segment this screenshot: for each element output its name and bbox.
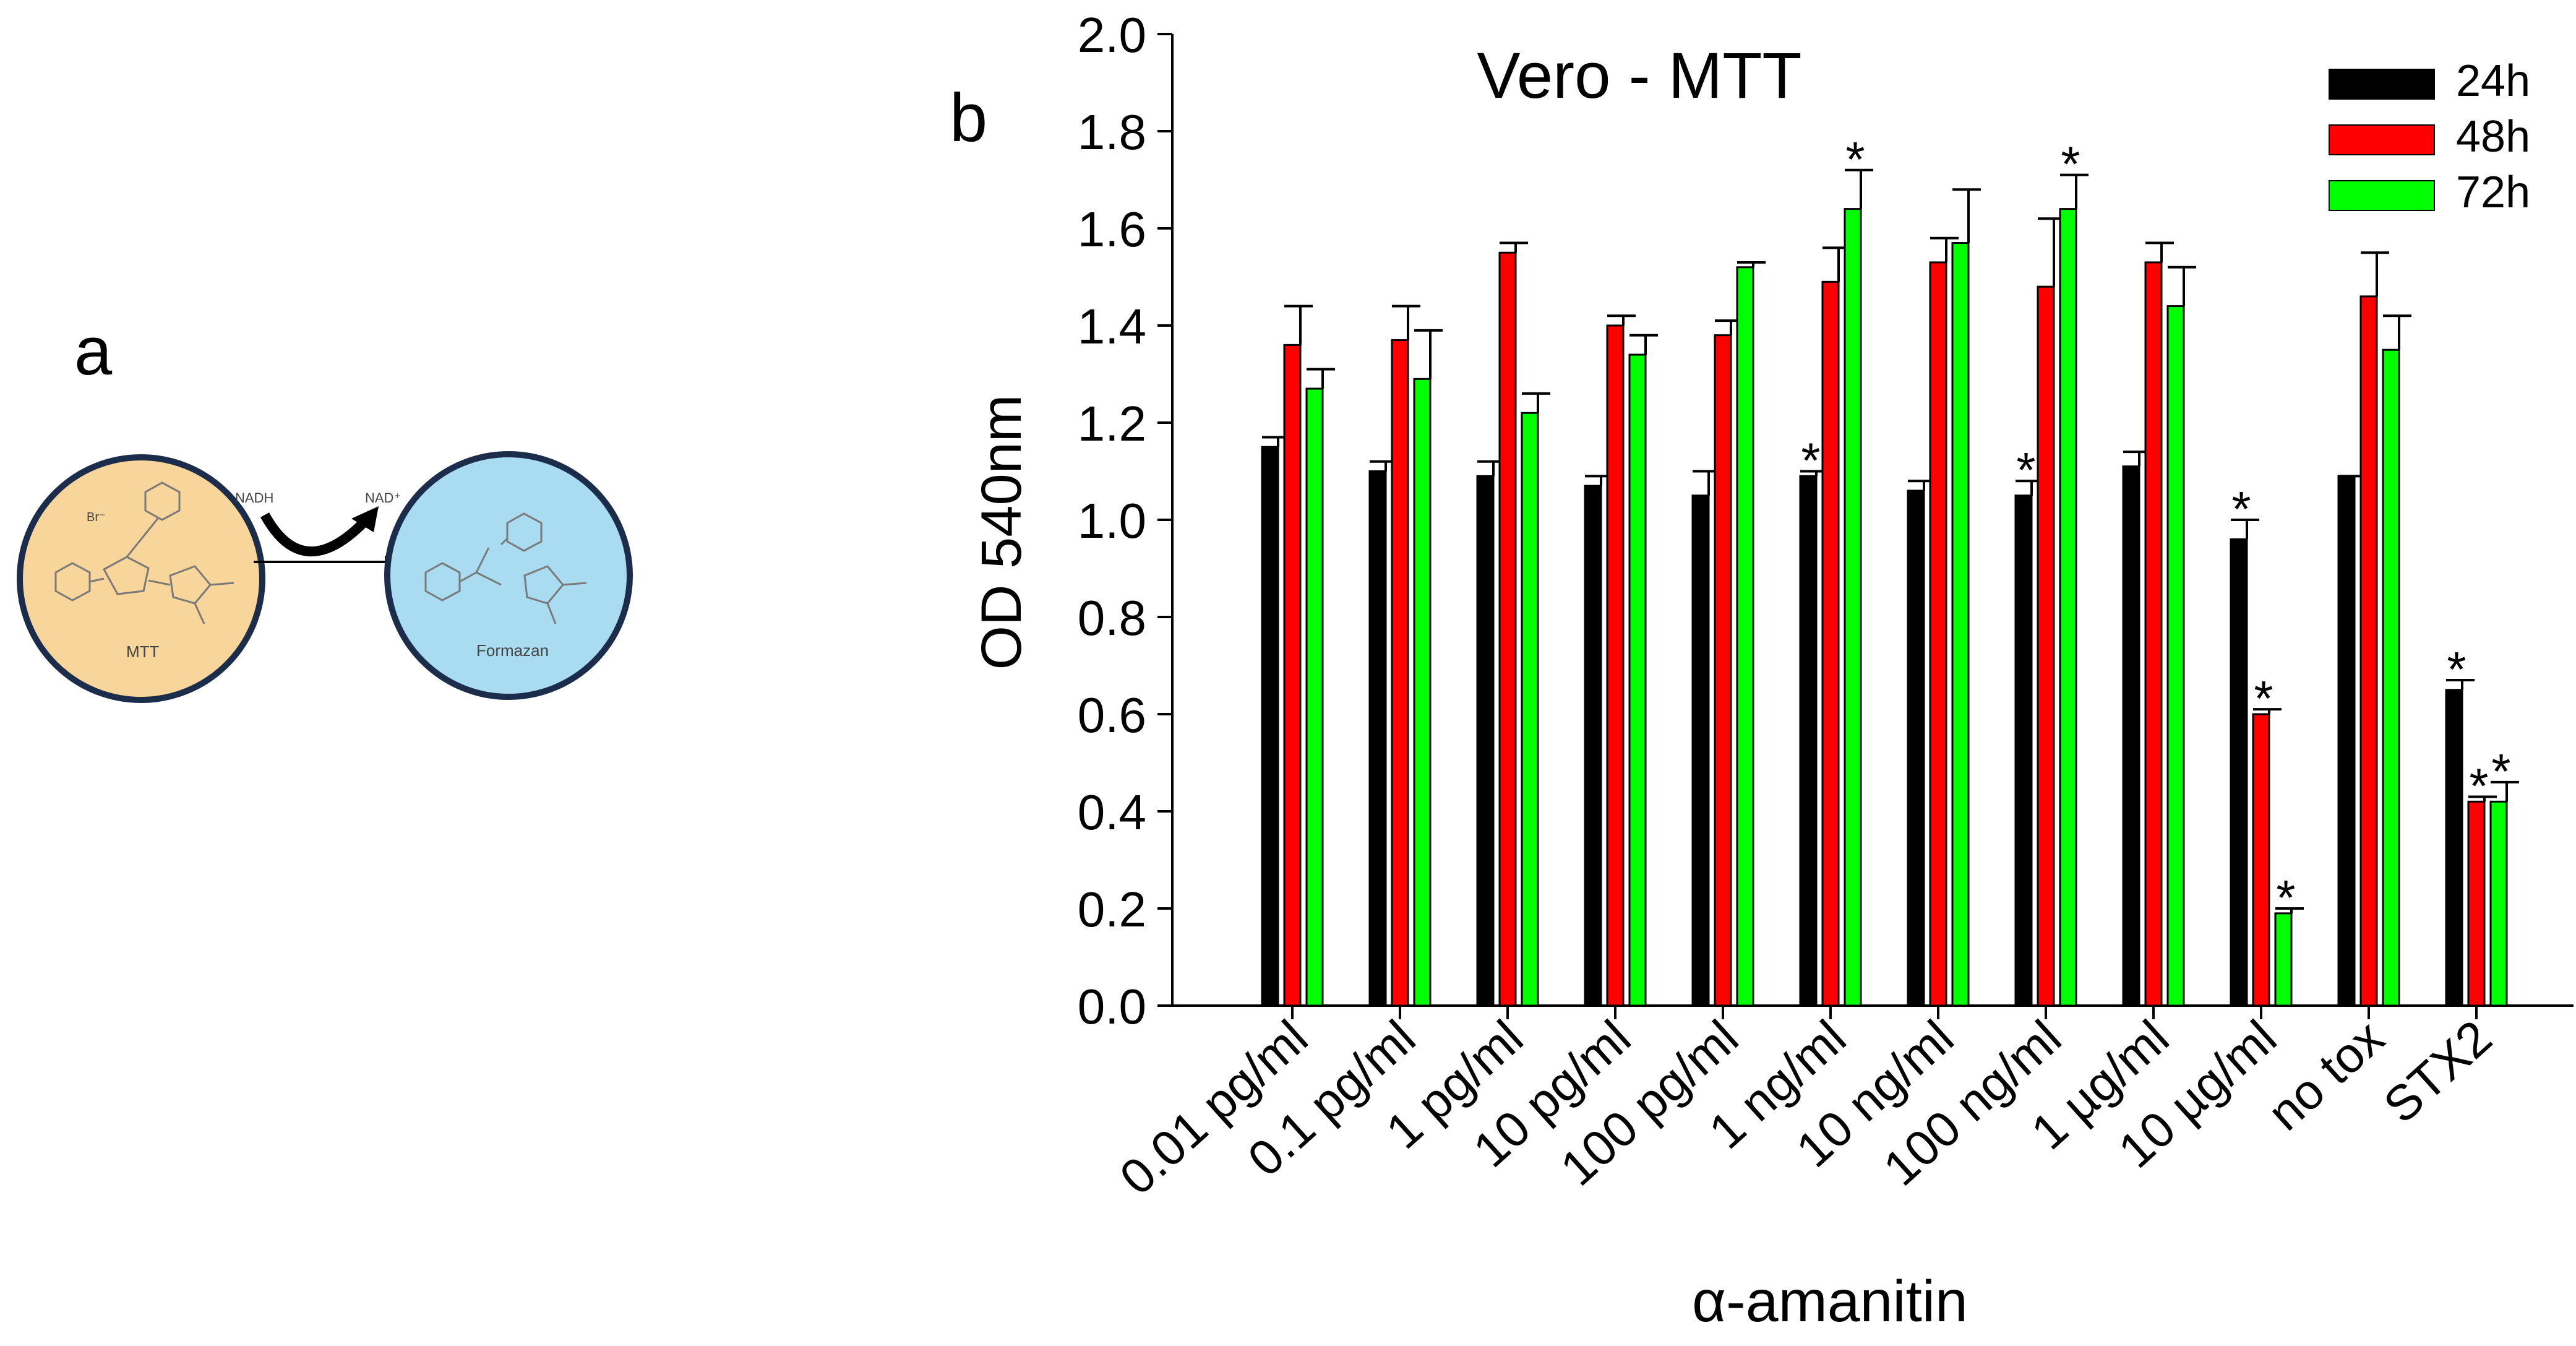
- bar: [1736, 266, 1754, 1007]
- legend-label: 48h: [2456, 112, 2530, 162]
- mtt-label: MTT: [126, 642, 160, 661]
- y-tick-label: 0.6: [1078, 688, 1146, 743]
- bar: [2014, 494, 2033, 1007]
- bar: [2489, 800, 2508, 1007]
- significance-marker: *: [2276, 870, 2295, 925]
- bar: [1283, 343, 1302, 1007]
- mtt-circle: [17, 454, 265, 703]
- bar: [1799, 475, 1818, 1007]
- bar: [2059, 208, 2077, 1007]
- bar: [1305, 387, 1324, 1007]
- y-tick-label: 1.0: [1078, 493, 1146, 548]
- y-tick-label: 1.4: [1078, 299, 1146, 354]
- significance-marker: *: [2254, 671, 2273, 726]
- panel-a-label: a: [74, 313, 113, 389]
- counter-ion: Br⁻: [87, 511, 106, 524]
- y-tick-label: 2.0: [1078, 7, 1146, 63]
- bar: [1261, 446, 1279, 1007]
- legend-label: 24h: [2456, 56, 2530, 106]
- significance-marker: *: [2447, 642, 2466, 697]
- bar: [1476, 475, 1495, 1007]
- x-tick-label: no tox: [2257, 1009, 2395, 1141]
- bar: [1951, 242, 1970, 1007]
- legend: 24h 48h 72h: [2329, 56, 2530, 217]
- cofactor-arrow: [260, 512, 369, 556]
- cofactor-arrowhead: [351, 506, 379, 532]
- y-tick-label: 1.6: [1078, 202, 1146, 257]
- bar: [1413, 377, 1432, 1007]
- bar: [2467, 800, 2486, 1007]
- x-axis-label: α-amanitin: [1692, 1269, 1968, 1334]
- bar: [1628, 353, 1647, 1007]
- bar: [1391, 339, 1409, 1007]
- bar: [1498, 251, 1517, 1007]
- bar: [2445, 689, 2463, 1007]
- bar: [1691, 494, 1710, 1007]
- bar: [2252, 713, 2270, 1007]
- nadh-label: NADH: [235, 490, 273, 506]
- bar: [2166, 305, 2185, 1007]
- significance-marker: *: [2061, 137, 2080, 192]
- legend-swatch: [2329, 180, 2435, 211]
- mtt-structure: [54, 481, 234, 624]
- mtt-reaction-scheme: a Br⁻ MTT NADH NAD⁺ Formazan: [17, 313, 633, 703]
- bar: [1606, 324, 1625, 1007]
- bar: [1821, 280, 1840, 1007]
- bar: [2230, 538, 2248, 1007]
- bar: [2337, 475, 2356, 1007]
- legend-swatch: [2329, 124, 2435, 155]
- y-tick-label: 0.0: [1078, 979, 1146, 1034]
- bar: [1584, 485, 1602, 1007]
- legend-label: 72h: [2456, 168, 2530, 217]
- bar: [1929, 261, 1947, 1007]
- y-axis-label: OD 540nm: [970, 395, 1033, 670]
- y-tick-label: 0.4: [1078, 785, 1146, 840]
- significance-marker: *: [2231, 481, 2251, 537]
- significance-marker: *: [2469, 758, 2488, 813]
- bars: ********* *: [1261, 132, 2519, 1007]
- bar: [1368, 470, 1387, 1007]
- legend-swatch: [2329, 69, 2435, 100]
- chart-title: Vero - MTT: [1477, 40, 1801, 112]
- y-tick-label: 1.8: [1078, 105, 1146, 160]
- y-axis: 0.0 0.2 0.4 0.6 0.8 1.0 1.2 1.4 1.6 1.8 2.0: [1078, 7, 1174, 1034]
- panel-b-label: b: [950, 80, 987, 156]
- formazan-structure: [424, 512, 587, 624]
- bar: [2274, 912, 2293, 1007]
- significance-marker: *: [2491, 744, 2510, 799]
- bar: [1714, 334, 1732, 1007]
- bar: [1907, 490, 1925, 1007]
- x-tick-label: STX2: [2373, 1009, 2502, 1133]
- y-tick-label: 0.2: [1078, 882, 1146, 937]
- formazan-label: Formazan: [476, 641, 549, 660]
- bar: [2122, 465, 2140, 1007]
- bar: [2382, 348, 2400, 1007]
- bar: [1844, 208, 1862, 1007]
- nad-label: NAD⁺: [365, 490, 401, 506]
- y-tick-label: 1.2: [1078, 396, 1146, 451]
- significance-marker: *: [2016, 442, 2035, 498]
- bar: [2037, 285, 2055, 1007]
- formazan-circle: [384, 451, 633, 700]
- significance-marker: *: [1801, 433, 1820, 488]
- y-tick-label: 0.8: [1078, 590, 1146, 645]
- bar: [2144, 261, 2163, 1007]
- significance-marker: *: [1845, 132, 1865, 187]
- bar: [1521, 412, 1539, 1007]
- bar: [2359, 295, 2378, 1007]
